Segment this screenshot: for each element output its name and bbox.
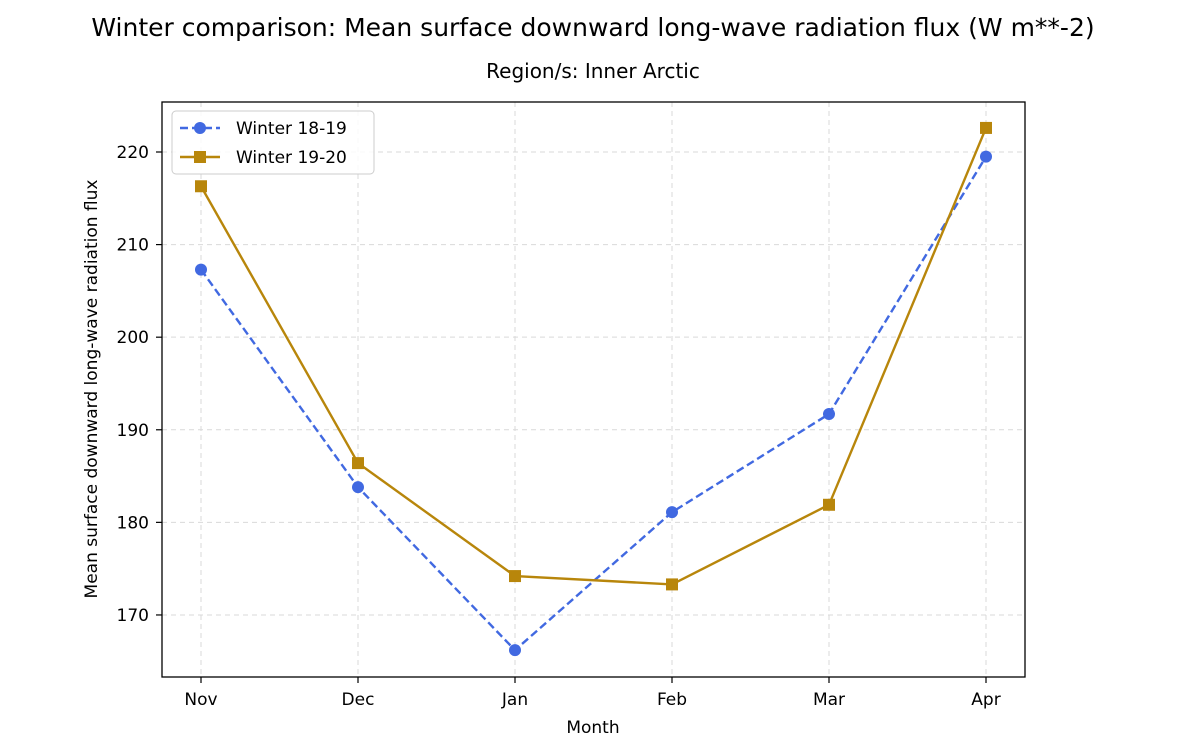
legend-marker bbox=[194, 151, 206, 163]
data-point bbox=[352, 457, 364, 470]
data-point bbox=[352, 481, 364, 494]
data-point bbox=[823, 408, 835, 421]
chart-subtitle: Region/s: Inner Arctic bbox=[486, 59, 700, 83]
series-line-2 bbox=[199, 127, 988, 586]
data-point bbox=[980, 150, 992, 163]
x-tick-label: Feb bbox=[657, 690, 687, 710]
legend-label: Winter 19-20 bbox=[236, 148, 347, 168]
data-point bbox=[509, 644, 521, 657]
data-point bbox=[195, 263, 207, 276]
x-axis-ticks: Nov Dec Jan Feb Mar Apr bbox=[184, 677, 1001, 710]
chart-title: Winter comparison: Mean surface downward… bbox=[91, 13, 1094, 42]
data-point bbox=[823, 498, 835, 511]
y-tick-label: 170 bbox=[117, 606, 149, 626]
data-point bbox=[509, 570, 521, 583]
data-point bbox=[666, 578, 678, 591]
series-line-1 bbox=[200, 156, 988, 652]
x-axis-label: Month bbox=[566, 718, 619, 738]
grid-lines bbox=[162, 102, 1025, 677]
y-tick-label: 200 bbox=[117, 328, 149, 348]
data-point bbox=[195, 180, 207, 193]
y-axis-ticks: 170 180 190 200 210 220 bbox=[117, 143, 162, 626]
legend-marker bbox=[194, 122, 206, 134]
x-tick-label: Mar bbox=[813, 690, 845, 710]
series-layer bbox=[195, 121, 992, 657]
x-tick-label: Dec bbox=[342, 690, 375, 710]
y-tick-label: 180 bbox=[117, 513, 149, 533]
x-tick-label: Jan bbox=[501, 690, 528, 710]
legend-box bbox=[171, 110, 375, 175]
y-tick-label: 210 bbox=[117, 236, 149, 256]
x-tick-label: Apr bbox=[971, 690, 1000, 710]
y-tick-label: 220 bbox=[117, 143, 149, 163]
data-point bbox=[666, 506, 678, 519]
plot-frame bbox=[161, 101, 1026, 678]
data-point bbox=[980, 121, 992, 134]
y-axis-label: Mean surface downward long-wave radiatio… bbox=[82, 180, 102, 599]
legend: Winter 18-19 Winter 19-20 bbox=[171, 110, 375, 175]
legend-label: Winter 18-19 bbox=[236, 119, 347, 139]
x-tick-label: Nov bbox=[184, 690, 217, 710]
y-tick-label: 190 bbox=[117, 421, 149, 441]
